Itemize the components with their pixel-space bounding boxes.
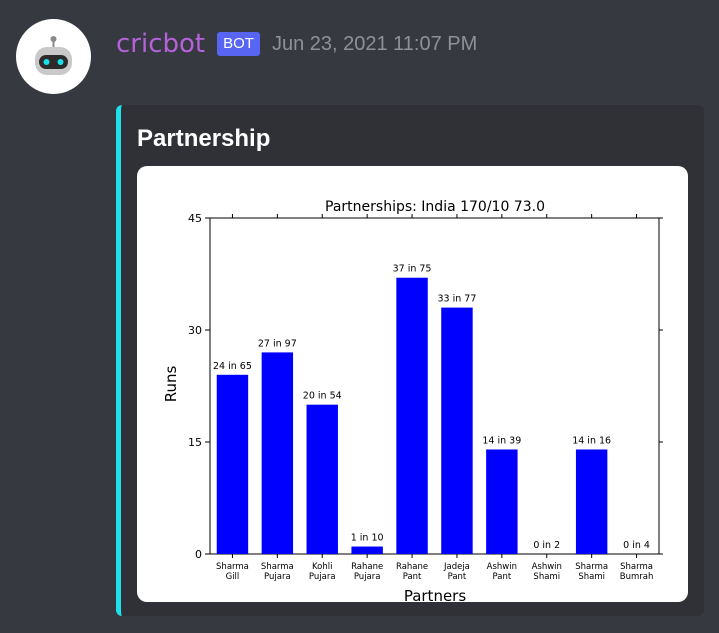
x-tick-label: Shami bbox=[578, 572, 605, 582]
bar bbox=[396, 277, 428, 554]
x-tick-label: Gill bbox=[226, 572, 240, 582]
bar bbox=[216, 374, 249, 554]
timestamp: Jun 23, 2021 11:07 PM bbox=[271, 32, 478, 55]
x-tick-label: Sharma bbox=[261, 562, 294, 572]
data-label: 0 in 4 bbox=[623, 540, 650, 551]
x-tick-label: Sharma bbox=[620, 562, 653, 572]
plot-frame bbox=[209, 217, 660, 555]
data-label: 37 in 75 bbox=[393, 264, 432, 275]
x-tick-label: Bumrah bbox=[620, 572, 654, 582]
bar bbox=[486, 449, 518, 554]
x-tick-label: Rahane bbox=[351, 562, 383, 572]
embed: Partnership Partnerships: India 170/10 7… bbox=[116, 105, 704, 616]
username[interactable]: cricbot bbox=[116, 29, 206, 59]
y-tick-label: 45 bbox=[188, 212, 202, 225]
bar bbox=[575, 449, 608, 554]
avatar[interactable] bbox=[16, 19, 91, 94]
x-tick-label: Sharma bbox=[575, 562, 608, 572]
data-label: 24 in 65 bbox=[213, 361, 252, 372]
x-tick-label: Pant bbox=[403, 572, 422, 582]
x-axis-label: Partners bbox=[404, 587, 467, 602]
data-label: 27 in 97 bbox=[258, 338, 297, 349]
data-label: 0 in 2 bbox=[533, 540, 560, 551]
x-tick-label: Jadeja bbox=[443, 562, 470, 572]
y-tick-label: 0 bbox=[195, 548, 202, 561]
x-tick-label: Pujara bbox=[264, 572, 291, 582]
x-tick-label: Shami bbox=[533, 572, 560, 582]
bar bbox=[441, 307, 473, 554]
data-label: 20 in 54 bbox=[303, 391, 342, 402]
y-tick-label: 30 bbox=[188, 324, 202, 337]
bar bbox=[351, 546, 383, 554]
embed-title: Partnership bbox=[137, 125, 271, 152]
y-axis-label: Runs bbox=[162, 366, 180, 403]
x-tick-label: Ashwin bbox=[532, 562, 562, 572]
x-tick-label: Kohli bbox=[312, 562, 332, 572]
bot-badge: BOT bbox=[217, 32, 260, 56]
data-label: 14 in 39 bbox=[482, 435, 521, 446]
y-tick-label: 15 bbox=[188, 436, 202, 449]
x-tick-label: Pujara bbox=[354, 572, 381, 582]
partnership-chart: Partnerships: India 170/10 73.0 Runs Par… bbox=[162, 199, 663, 602]
bar bbox=[306, 404, 338, 554]
x-tick-label: Pant bbox=[493, 572, 512, 582]
chart-title: Partnerships: India 170/10 73.0 bbox=[325, 199, 545, 215]
robot-icon bbox=[35, 36, 72, 75]
message-header: cricbot BOT Jun 23, 2021 11:07 PM bbox=[116, 26, 477, 62]
embed-image[interactable]: Partnerships: India 170/10 73.0 Runs Par… bbox=[137, 166, 688, 602]
x-tick-label: Pant bbox=[448, 572, 467, 582]
x-tick-label: Pujara bbox=[309, 572, 336, 582]
data-label: 14 in 16 bbox=[572, 435, 611, 446]
data-label: 1 in 10 bbox=[351, 533, 384, 544]
x-tick-label: Ashwin bbox=[487, 562, 517, 572]
x-tick-label: Sharma bbox=[216, 562, 249, 572]
data-label: 33 in 77 bbox=[438, 294, 477, 305]
bar bbox=[261, 352, 294, 554]
x-tick-label: Rahane bbox=[396, 562, 428, 572]
